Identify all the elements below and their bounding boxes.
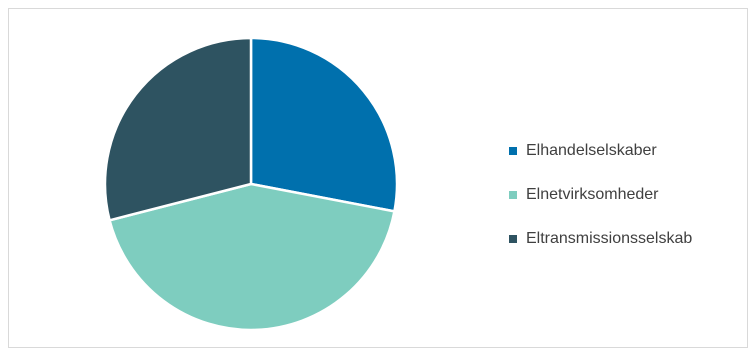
legend-label-eltransmissionsselskab: Eltransmissionsselskab: [526, 230, 693, 247]
legend-swatch-elhandelselskaber: [509, 147, 517, 155]
legend-item-eltransmissionsselskab: Eltransmissionsselskab: [509, 217, 692, 261]
legend-item-elnetvirksomheder: Elnetvirksomheder: [509, 173, 692, 217]
legend-item-elhandelselskaber: Elhandelselskaber: [509, 129, 692, 173]
pie-slice-eltransmissionsselskab: [103, 36, 253, 222]
pie-slice-elnetvirksomheder: [108, 182, 396, 332]
legend-label-elhandelselskaber: Elhandelselskaber: [526, 142, 657, 159]
pie-chart: [103, 36, 399, 332]
legend-swatch-eltransmissionsselskab: [509, 235, 517, 243]
legend-label-elnetvirksomheder: Elnetvirksomheder: [526, 186, 659, 203]
legend-swatch-elnetvirksomheder: [509, 191, 517, 199]
chart-area: Elhandelselskaber Elnetvirksomheder Eltr…: [8, 8, 748, 348]
legend: Elhandelselskaber Elnetvirksomheder Eltr…: [509, 129, 692, 261]
pie-slice-elhandelselskaber: [249, 36, 399, 213]
